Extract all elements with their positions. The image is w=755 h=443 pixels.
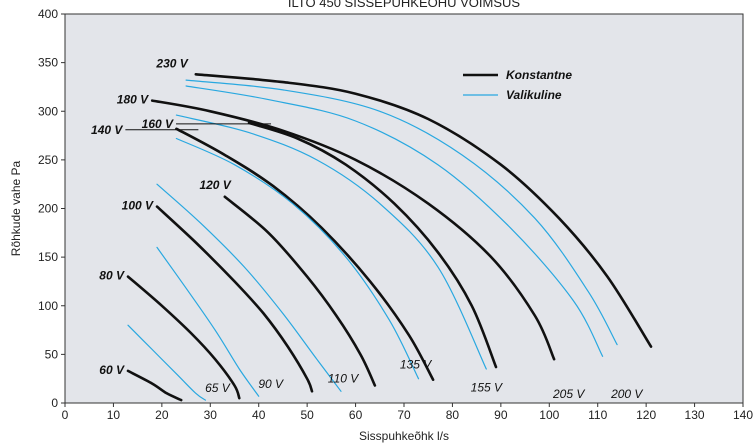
series-line-180v bbox=[150, 99, 556, 361]
series-line-90v bbox=[156, 246, 260, 397]
y-tick-label: 0 bbox=[51, 396, 58, 410]
y-tick-label: 150 bbox=[38, 250, 58, 264]
series-line-120v bbox=[223, 195, 377, 387]
series-label-140v: 140 V bbox=[91, 123, 123, 137]
x-tick-label: 80 bbox=[446, 408, 460, 422]
plot-area bbox=[64, 13, 744, 404]
series-label-200v: 200 V bbox=[610, 387, 643, 401]
x-tick-label: 70 bbox=[397, 408, 411, 422]
series-line-205v bbox=[185, 85, 604, 357]
y-tick-label: 400 bbox=[38, 7, 58, 21]
legend: Konstantne Valikuline bbox=[463, 68, 572, 102]
series-line-60v bbox=[126, 369, 183, 402]
chart-title: ILTO 450 SISSEPUHKEÕHU VÕIMSUS bbox=[288, 0, 520, 10]
series-label-160v: 160 V bbox=[142, 117, 174, 131]
x-tick-label: 130 bbox=[685, 408, 705, 422]
legend-label-konstantne: Konstantne bbox=[506, 68, 572, 82]
series-label-60v: 60 V bbox=[99, 363, 125, 377]
series-label-80v: 80 V bbox=[99, 269, 125, 283]
x-tick-label: 30 bbox=[204, 408, 218, 422]
y-tick-label: 300 bbox=[38, 104, 58, 118]
y-tick-label: 50 bbox=[45, 347, 59, 361]
x-axis: 0 10 20 30 40 50 60 70 80 90 100 110 120 130 140 bbox=[62, 403, 753, 422]
series-line-135v bbox=[175, 137, 420, 380]
x-axis-label: Sisspuhkeõhk l/s bbox=[359, 429, 449, 443]
x-tick-label: 90 bbox=[494, 408, 508, 422]
x-tick-label: 10 bbox=[107, 408, 121, 422]
series-layer bbox=[126, 73, 653, 402]
series-label-110v: 110 V bbox=[328, 371, 359, 385]
x-tick-label: 40 bbox=[252, 408, 266, 422]
x-tick-label: 110 bbox=[588, 408, 607, 422]
series-label-120v: 120 V bbox=[199, 178, 231, 192]
series-line-140v bbox=[175, 127, 435, 381]
x-tick-label: 20 bbox=[155, 408, 169, 422]
series-line-200v bbox=[185, 79, 618, 346]
y-axis-label: Rõhkude vahe Pa bbox=[9, 160, 23, 256]
series-line-110v bbox=[156, 183, 342, 392]
y-tick-label: 100 bbox=[38, 299, 58, 313]
y-axis: 0 50 100 150 200 250 300 350 400 bbox=[38, 7, 65, 410]
series-line-65v bbox=[127, 324, 206, 401]
series-label-180v: 180 V bbox=[117, 93, 149, 107]
series-label-135v: 135 V bbox=[400, 358, 432, 372]
series-label-90v: 90 V bbox=[258, 377, 284, 391]
series-label-230v: 230 V bbox=[155, 56, 188, 70]
series-label-155v: 155 V bbox=[471, 380, 503, 394]
plot-background bbox=[64, 13, 744, 404]
series-line-230v bbox=[194, 73, 653, 348]
series-line-100v bbox=[155, 205, 314, 393]
series-line-155v bbox=[175, 114, 487, 370]
x-tick-label: 0 bbox=[62, 408, 69, 422]
series-labels: 60 V 80 V 100 V 120 V 140 V 160 V 180 V 230 V 65… bbox=[91, 56, 643, 401]
x-tick-label: 140 bbox=[733, 408, 753, 422]
series-label-205v: 205 V bbox=[552, 387, 585, 401]
x-tick-label: 50 bbox=[300, 408, 314, 422]
x-tick-label: 120 bbox=[636, 408, 656, 422]
y-tick-label: 250 bbox=[38, 153, 58, 167]
legend-label-valikuline: Valikuline bbox=[506, 88, 562, 102]
y-tick-label: 200 bbox=[38, 202, 58, 216]
x-tick-label: 100 bbox=[539, 408, 559, 422]
series-line-160v bbox=[247, 121, 498, 369]
series-line-80v bbox=[126, 275, 241, 400]
series-label-65v: 65 V bbox=[205, 381, 231, 395]
series-label-100v: 100 V bbox=[122, 199, 154, 213]
y-tick-label: 350 bbox=[38, 56, 58, 70]
x-tick-label: 60 bbox=[349, 408, 363, 422]
